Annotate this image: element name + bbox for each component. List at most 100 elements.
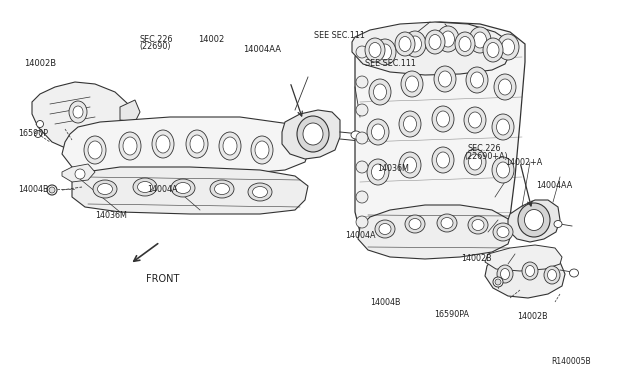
Ellipse shape: [133, 178, 157, 196]
Ellipse shape: [379, 224, 391, 234]
Polygon shape: [120, 100, 140, 122]
Ellipse shape: [399, 152, 421, 178]
Polygon shape: [358, 205, 512, 259]
Ellipse shape: [401, 71, 423, 97]
Text: 14002B: 14002B: [24, 59, 56, 68]
Ellipse shape: [409, 218, 421, 230]
Ellipse shape: [497, 162, 509, 178]
Ellipse shape: [119, 132, 141, 160]
Ellipse shape: [123, 137, 137, 155]
Ellipse shape: [497, 34, 519, 60]
Ellipse shape: [49, 187, 55, 193]
Ellipse shape: [432, 147, 454, 173]
Text: 16590PA: 16590PA: [434, 310, 469, 319]
Ellipse shape: [544, 266, 560, 284]
Text: SEE SEC.111: SEE SEC.111: [365, 59, 415, 68]
Polygon shape: [62, 164, 95, 182]
Ellipse shape: [518, 203, 550, 237]
Ellipse shape: [468, 216, 488, 234]
Ellipse shape: [69, 101, 87, 123]
Ellipse shape: [436, 152, 449, 168]
Ellipse shape: [492, 157, 514, 183]
Ellipse shape: [73, 106, 83, 118]
Text: 14002B: 14002B: [461, 254, 492, 263]
Ellipse shape: [554, 221, 562, 228]
Polygon shape: [485, 245, 562, 271]
Ellipse shape: [468, 112, 481, 128]
Ellipse shape: [472, 219, 484, 231]
Ellipse shape: [219, 132, 241, 160]
Ellipse shape: [367, 159, 389, 185]
Ellipse shape: [356, 76, 368, 88]
Ellipse shape: [483, 38, 503, 62]
Text: (22690): (22690): [140, 42, 171, 51]
Ellipse shape: [570, 269, 579, 277]
Ellipse shape: [425, 30, 445, 54]
Ellipse shape: [436, 111, 449, 127]
Text: FRONT: FRONT: [146, 274, 179, 284]
Text: 14036M: 14036M: [378, 164, 410, 173]
Text: 14004B: 14004B: [370, 298, 401, 307]
Ellipse shape: [474, 32, 486, 48]
Ellipse shape: [466, 67, 488, 93]
Text: 14004AA: 14004AA: [536, 181, 573, 190]
Ellipse shape: [399, 36, 411, 51]
Text: SEC.226: SEC.226: [467, 144, 500, 153]
Ellipse shape: [186, 130, 208, 158]
Ellipse shape: [371, 164, 385, 180]
Ellipse shape: [468, 154, 481, 170]
Ellipse shape: [502, 39, 515, 55]
Ellipse shape: [374, 84, 387, 100]
Ellipse shape: [434, 66, 456, 92]
Ellipse shape: [375, 220, 395, 238]
Ellipse shape: [367, 119, 389, 145]
Ellipse shape: [356, 132, 368, 144]
Ellipse shape: [356, 104, 368, 116]
Ellipse shape: [470, 72, 483, 88]
Ellipse shape: [356, 191, 368, 203]
Ellipse shape: [459, 36, 471, 51]
Text: SEC.226: SEC.226: [140, 35, 173, 44]
Ellipse shape: [522, 262, 538, 280]
Ellipse shape: [438, 71, 451, 87]
Polygon shape: [355, 22, 525, 254]
Ellipse shape: [356, 46, 368, 58]
Ellipse shape: [492, 114, 514, 140]
Ellipse shape: [408, 36, 422, 52]
Ellipse shape: [356, 216, 368, 228]
Ellipse shape: [36, 121, 44, 128]
Ellipse shape: [47, 185, 57, 195]
Ellipse shape: [35, 131, 42, 138]
Ellipse shape: [469, 27, 491, 53]
Ellipse shape: [441, 218, 453, 228]
Polygon shape: [32, 82, 132, 152]
Ellipse shape: [395, 32, 415, 56]
Ellipse shape: [371, 124, 385, 140]
Ellipse shape: [374, 39, 396, 65]
Polygon shape: [352, 22, 510, 75]
Ellipse shape: [403, 157, 417, 173]
Text: 14004AA: 14004AA: [243, 45, 281, 54]
Ellipse shape: [297, 116, 329, 152]
Ellipse shape: [248, 183, 272, 201]
Polygon shape: [508, 200, 560, 242]
Text: SEE SEC.111: SEE SEC.111: [314, 31, 364, 40]
Ellipse shape: [356, 161, 368, 173]
Text: (22690+A): (22690+A): [464, 152, 508, 161]
Ellipse shape: [500, 269, 509, 279]
Ellipse shape: [547, 269, 557, 280]
Text: 16590P: 16590P: [18, 129, 48, 138]
Ellipse shape: [223, 137, 237, 155]
Ellipse shape: [156, 135, 170, 153]
Ellipse shape: [93, 180, 117, 198]
Ellipse shape: [399, 111, 421, 137]
Ellipse shape: [255, 141, 269, 159]
Ellipse shape: [455, 32, 475, 56]
Ellipse shape: [497, 227, 509, 237]
Ellipse shape: [88, 141, 102, 159]
Polygon shape: [72, 167, 308, 214]
Ellipse shape: [369, 79, 391, 105]
Polygon shape: [62, 117, 310, 177]
Ellipse shape: [405, 215, 425, 233]
Text: R140005B: R140005B: [552, 357, 591, 366]
